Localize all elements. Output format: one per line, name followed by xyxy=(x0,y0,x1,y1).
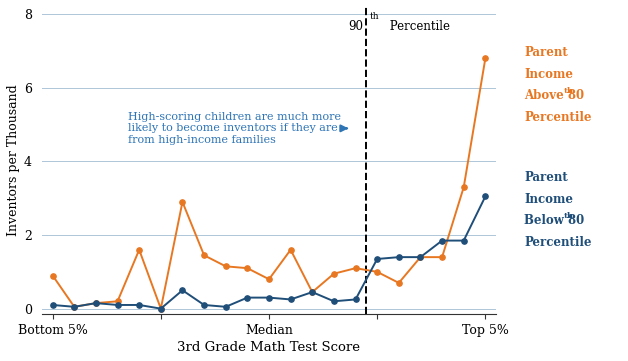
Text: Income: Income xyxy=(524,193,573,206)
Text: th: th xyxy=(564,87,574,95)
Text: High-scoring children are much more
likely to become inventors if they are
from : High-scoring children are much more like… xyxy=(128,112,347,145)
Text: th: th xyxy=(564,212,574,220)
Text: Percentile: Percentile xyxy=(524,111,592,124)
Text: th: th xyxy=(370,13,379,21)
Text: Parent: Parent xyxy=(524,171,568,184)
Text: Percentile: Percentile xyxy=(524,236,592,249)
Text: Parent: Parent xyxy=(524,46,568,59)
Text: Below 80: Below 80 xyxy=(524,214,585,227)
Text: Income: Income xyxy=(524,68,573,81)
Text: 90: 90 xyxy=(348,20,363,33)
Text: Above 80: Above 80 xyxy=(524,89,585,102)
X-axis label: 3rd Grade Math Test Score: 3rd Grade Math Test Score xyxy=(178,341,360,354)
Text: Percentile: Percentile xyxy=(386,20,450,33)
Y-axis label: Inventors per Thousand: Inventors per Thousand xyxy=(7,85,20,236)
